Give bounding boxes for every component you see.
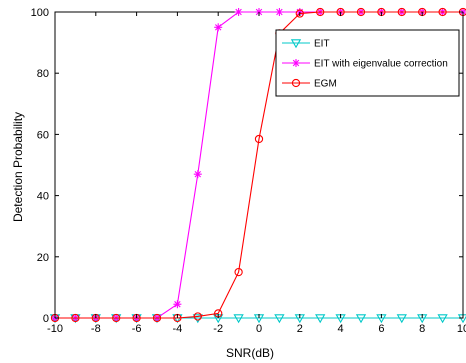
series-1-point xyxy=(274,314,285,324)
x-tick-label: 8 xyxy=(419,323,425,335)
x-tick-label: 2 xyxy=(297,323,303,335)
x-tick-label: -2 xyxy=(213,323,223,335)
series-3-point xyxy=(316,7,325,17)
series-3-point xyxy=(152,313,162,323)
y-axis-label: Detection Probability xyxy=(11,112,25,222)
series-1-point xyxy=(437,314,448,324)
y-tick-label: 60 xyxy=(37,129,49,141)
x-tick-label: -4 xyxy=(173,323,183,335)
x-axis-label: SNR(dB) xyxy=(226,346,274,360)
series-2-point xyxy=(275,8,284,16)
series-3-point xyxy=(295,9,304,18)
x-tick-label: 0 xyxy=(256,323,262,335)
series-2-point xyxy=(234,8,243,16)
legend-entry-3: EGM xyxy=(314,79,337,90)
x-tick-label: 6 xyxy=(378,323,384,335)
x-tick-label: 4 xyxy=(338,323,344,335)
legend-marker-1 xyxy=(290,39,302,49)
x-tick-label: 10 xyxy=(457,323,466,335)
series-1-point xyxy=(355,314,367,324)
legend-entry-1: EIT xyxy=(314,39,330,50)
series-3-point xyxy=(234,267,243,277)
series-2-point xyxy=(214,23,223,32)
legend-marker-3 xyxy=(291,78,301,88)
y-tick-label: 20 xyxy=(37,252,49,264)
series-3-point xyxy=(438,7,447,17)
series-1-point xyxy=(233,314,244,324)
legend-entry-2: EIT with eigenvalue correction xyxy=(314,59,448,70)
series-3-point xyxy=(254,134,264,144)
series-3-point xyxy=(397,7,406,17)
y-tick-label: 0 xyxy=(43,313,49,325)
y-tick-label: 80 xyxy=(37,68,49,80)
series-3-point xyxy=(71,313,80,323)
series-2-point xyxy=(193,170,202,179)
series-3-point xyxy=(112,313,121,323)
series-1-point xyxy=(315,314,326,324)
series-1-point xyxy=(396,314,407,324)
series-3-point xyxy=(356,7,366,17)
x-tick-label: -6 xyxy=(132,323,142,335)
series-2-point xyxy=(173,300,182,309)
legend: EIT EIT with eigenvalue correction EGM xyxy=(275,29,460,97)
y-tick-label: 40 xyxy=(37,191,49,203)
y-tick-label: 100 xyxy=(31,7,49,19)
series-line-3 xyxy=(55,11,463,319)
series-1-point xyxy=(192,314,203,324)
x-tick-label: -10 xyxy=(47,323,63,335)
legend-marker-2 xyxy=(292,59,300,67)
ticks-layer: -10-8-6-4-20246810020406080100 xyxy=(31,7,466,335)
x-tick-label: -8 xyxy=(91,323,101,335)
series-3-point xyxy=(193,312,202,321)
